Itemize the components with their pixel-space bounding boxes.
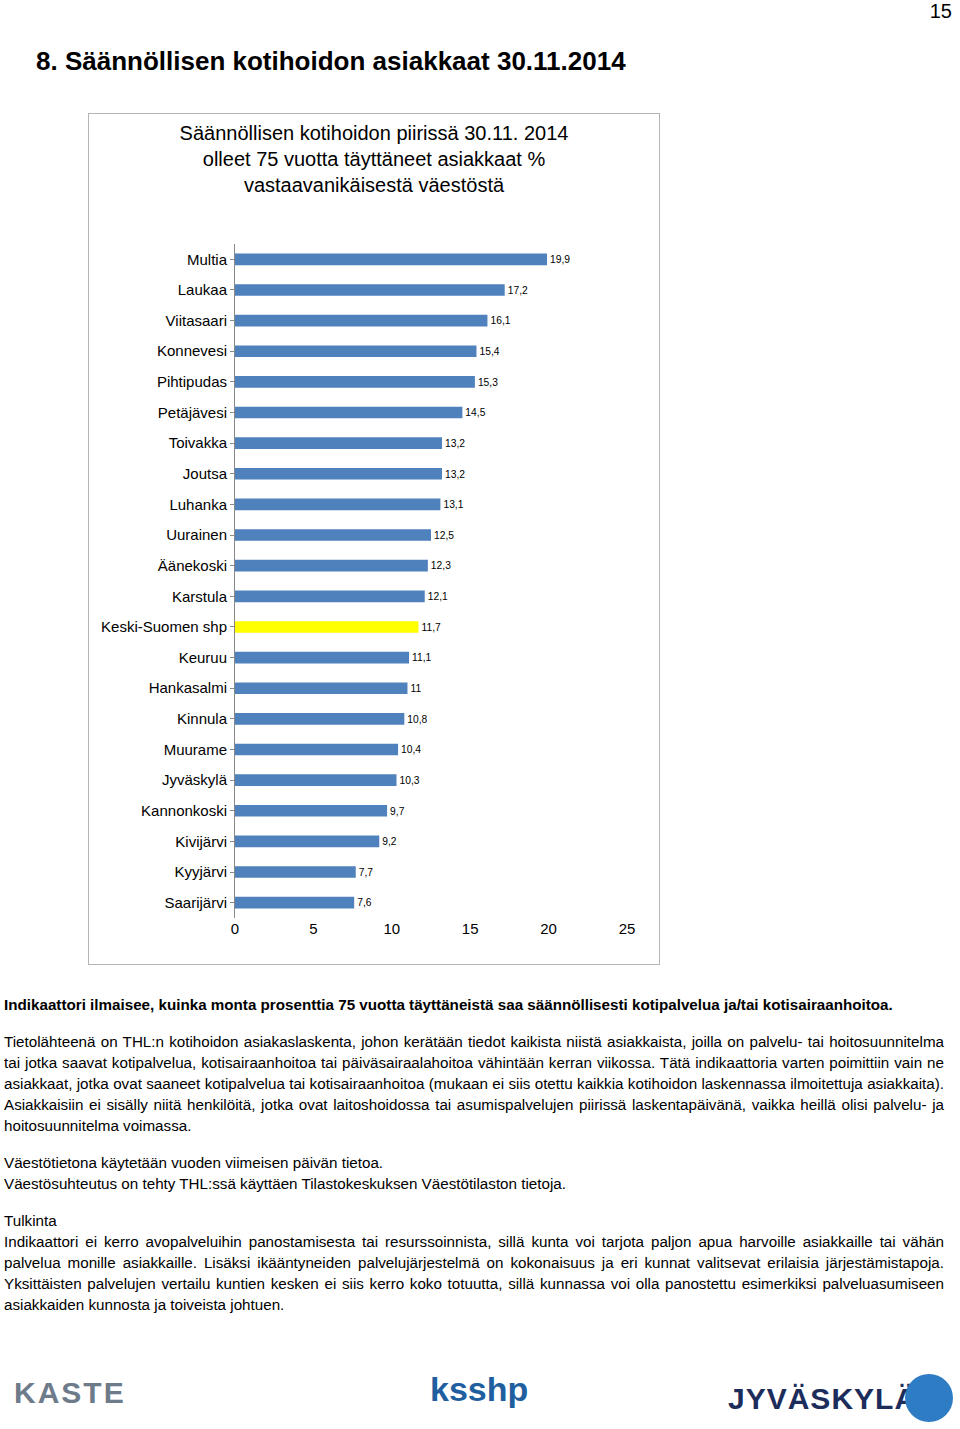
- html-text:JYVÄSKYLÄ: JYVÄSKYLÄ: [728, 1382, 917, 1415]
- html-text:KASTE: KASTE: [14, 1376, 126, 1409]
- svg-text:Saarijärvi: Saarijärvi: [164, 894, 227, 911]
- svg-text:10: 10: [383, 920, 400, 937]
- svg-text:Laukaa: Laukaa: [178, 281, 228, 298]
- svg-text:Viitasaari: Viitasaari: [166, 312, 227, 329]
- html-text:Indikaattori ilmaisee, kuinka: Indikaattori ilmaisee, kuinka monta pros…: [4, 996, 893, 1013]
- html-text:8. Säännöllisen kotihoidon asi: 8. Säännöllisen kotihoidon asiakkaat 30.…: [36, 46, 626, 76]
- svg-text:Karstula: Karstula: [172, 588, 228, 605]
- html-text:15: 15: [929, 0, 952, 22]
- svg-text:0: 0: [231, 920, 239, 937]
- svg-text:Joutsa: Joutsa: [183, 465, 228, 482]
- svg-text:Konnevesi: Konnevesi: [157, 342, 227, 359]
- html-text:Indikaattori ei kerro avopalve: Indikaattori ei kerro avopalveluihin pan…: [4, 1233, 944, 1313]
- svg-text:5: 5: [309, 920, 317, 937]
- svg-text:Kinnula: Kinnula: [177, 710, 228, 727]
- svg-text:10,4: 10,4: [401, 744, 421, 755]
- svg-text:Äänekoski: Äänekoski: [158, 557, 227, 574]
- svg-text:13,2: 13,2: [445, 469, 465, 480]
- svg-text:12,1: 12,1: [428, 591, 448, 602]
- html-text:ksshp: ksshp: [430, 1370, 529, 1408]
- svg-text:20: 20: [540, 920, 557, 937]
- html-text:Tietolähteenä on THL:n kotihoi: Tietolähteenä on THL:n kotihoidon asiaka…: [4, 1033, 944, 1134]
- svg-text:15: 15: [462, 920, 479, 937]
- svg-text:Muurame: Muurame: [164, 741, 227, 758]
- svg-text:9,7: 9,7: [390, 806, 405, 817]
- html-text:Väestösuhteutus on tehty THL:s: Väestösuhteutus on tehty THL:ssä käyttäe…: [4, 1175, 566, 1192]
- svg-text:11,7: 11,7: [421, 622, 441, 633]
- svg-text:Kannonkoski: Kannonkoski: [141, 802, 227, 819]
- svg-text:7,6: 7,6: [357, 897, 372, 908]
- svg-text:Pihtipudas: Pihtipudas: [157, 373, 227, 390]
- svg-text:Toivakka: Toivakka: [169, 434, 228, 451]
- svg-text:10,3: 10,3: [400, 775, 420, 786]
- svg-text:25: 25: [619, 920, 636, 937]
- svg-text:Jyväskylä: Jyväskylä: [162, 771, 228, 788]
- svg-text:7,7: 7,7: [359, 867, 374, 878]
- svg-text:Uurainen: Uurainen: [166, 526, 227, 543]
- svg-text:10,8: 10,8: [407, 714, 427, 725]
- svg-text:14,5: 14,5: [465, 407, 485, 418]
- svg-text:11: 11: [410, 683, 421, 694]
- svg-text:15,4: 15,4: [479, 346, 499, 357]
- html-text:Tulkinta: Tulkinta: [4, 1212, 57, 1229]
- svg-text:Kivijärvi: Kivijärvi: [175, 833, 227, 850]
- svg-text:Hankasalmi: Hankasalmi: [149, 679, 227, 696]
- svg-text:17,2: 17,2: [508, 285, 528, 296]
- svg-text:Multia: Multia: [187, 251, 228, 268]
- svg-text:Luhanka: Luhanka: [169, 496, 227, 513]
- svg-text:Säännöllisen kotihoidon piiris: Säännöllisen kotihoidon piirissä 30.11. …: [180, 122, 569, 196]
- svg-text:13,1: 13,1: [443, 499, 463, 510]
- svg-text:12,5: 12,5: [434, 530, 454, 541]
- svg-text:16,1: 16,1: [490, 315, 510, 326]
- html-text:Väestötietona käytetään vuoden: Väestötietona käytetään vuoden viimeisen…: [4, 1154, 384, 1171]
- svg-text:9,2: 9,2: [382, 836, 397, 847]
- svg-text:12,3: 12,3: [431, 560, 451, 571]
- svg-text:11,1: 11,1: [412, 652, 432, 663]
- svg-text:Kyyjärvi: Kyyjärvi: [174, 863, 227, 880]
- svg-text:Keuruu: Keuruu: [179, 649, 227, 666]
- svg-text:Keski-Suomen shp: Keski-Suomen shp: [101, 618, 227, 635]
- svg-text:Petäjävesi: Petäjävesi: [158, 404, 227, 421]
- svg-text:15,3: 15,3: [478, 377, 498, 388]
- svg-text:13,2: 13,2: [445, 438, 465, 449]
- svg-text:19,9: 19,9: [550, 254, 570, 265]
